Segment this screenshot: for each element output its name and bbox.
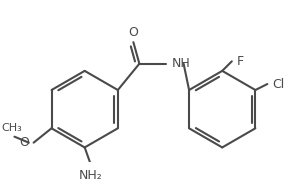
Text: F: F (236, 55, 244, 68)
Text: NH₂: NH₂ (79, 169, 103, 182)
Text: O: O (128, 26, 138, 39)
Text: NH: NH (172, 57, 190, 70)
Text: Cl: Cl (272, 78, 285, 91)
Text: O: O (19, 136, 29, 149)
Text: CH₃: CH₃ (2, 123, 23, 133)
